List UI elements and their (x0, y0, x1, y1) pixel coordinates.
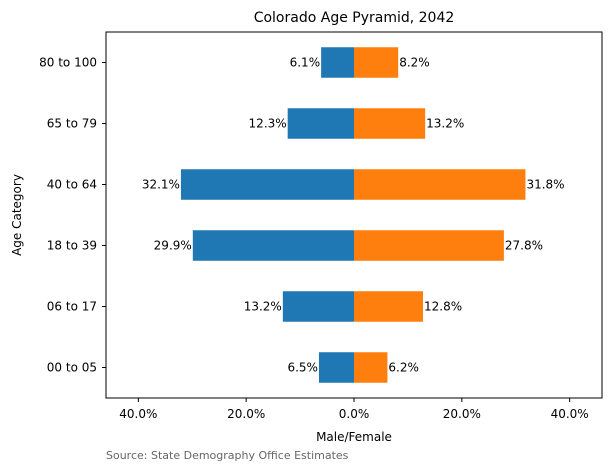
y-tick-label: 65 to 79 (47, 117, 97, 131)
bar-left-18-to-39 (192, 230, 354, 261)
y-tick-label: 40 to 64 (47, 178, 97, 192)
bar-value-label-right-40-to-64: 31.8% (526, 178, 564, 192)
bar-value-label-left-80-to-100: 6.1% (290, 56, 321, 70)
bars-group (180, 47, 526, 383)
x-tick-label: 20.0% (227, 407, 265, 421)
x-tick-label: 40.0% (551, 407, 589, 421)
bar-left-65-to-79 (287, 108, 354, 139)
y-axis-label: Age Category (10, 174, 24, 256)
y-tick-label: 80 to 100 (39, 56, 97, 70)
bar-right-18-to-39 (354, 230, 504, 261)
bar-value-label-left-18-to-39: 29.9% (154, 239, 192, 253)
x-tick-label: 0.0% (339, 407, 370, 421)
x-tick-label: 20.0% (443, 407, 481, 421)
bar-value-label-right-00-to-05: 6.2% (388, 361, 419, 375)
chart-title: Colorado Age Pyramid, 2042 (254, 10, 455, 26)
bar-value-label-left-06-to-17: 13.2% (244, 300, 282, 314)
x-tick-label: 40.0% (119, 407, 157, 421)
bar-value-label-left-00-to-05: 6.5% (287, 361, 318, 375)
y-axis: 00 to 05 06 to 17 18 to 39 40 to 64 65 to 79… (39, 56, 106, 375)
y-tick-label: 18 to 39 (47, 239, 97, 253)
x-axis-label: Male/Female (316, 430, 392, 444)
bar-left-00-to-05 (318, 352, 354, 383)
bar-left-06-to-17 (282, 291, 354, 322)
bar-right-40-to-64 (354, 169, 526, 200)
source-note: Source: State Demography Office Estimate… (106, 449, 349, 462)
x-axis: 40.0% 20.0% 0.0% 20.0% 40.0% (119, 398, 589, 421)
bar-value-label-right-80-to-100: 8.2% (399, 56, 430, 70)
bar-value-label-left-40-to-64: 32.1% (142, 178, 180, 192)
bar-value-label-right-65-to-79: 13.2% (426, 117, 464, 131)
bar-right-65-to-79 (354, 108, 426, 139)
y-tick-label: 00 to 05 (47, 361, 97, 375)
bar-right-06-to-17 (354, 291, 424, 322)
bar-right-80-to-100 (354, 47, 399, 78)
bar-value-label-right-06-to-17: 12.8% (424, 300, 462, 314)
plot-frame (105, 31, 603, 399)
bar-left-80-to-100 (321, 47, 354, 78)
y-tick-label: 06 to 17 (47, 300, 97, 314)
bar-left-40-to-64 (180, 169, 354, 200)
bar-value-label-right-18-to-39: 27.8% (505, 239, 543, 253)
bar-value-label-left-65-to-79: 12.3% (249, 117, 287, 131)
bar-labels-group: 6.5% 13.2% 29.9% 32.1% 12.3% 6.1% 6.2% 12.8% 27.… (142, 56, 565, 375)
bar-right-00-to-05 (354, 352, 388, 383)
